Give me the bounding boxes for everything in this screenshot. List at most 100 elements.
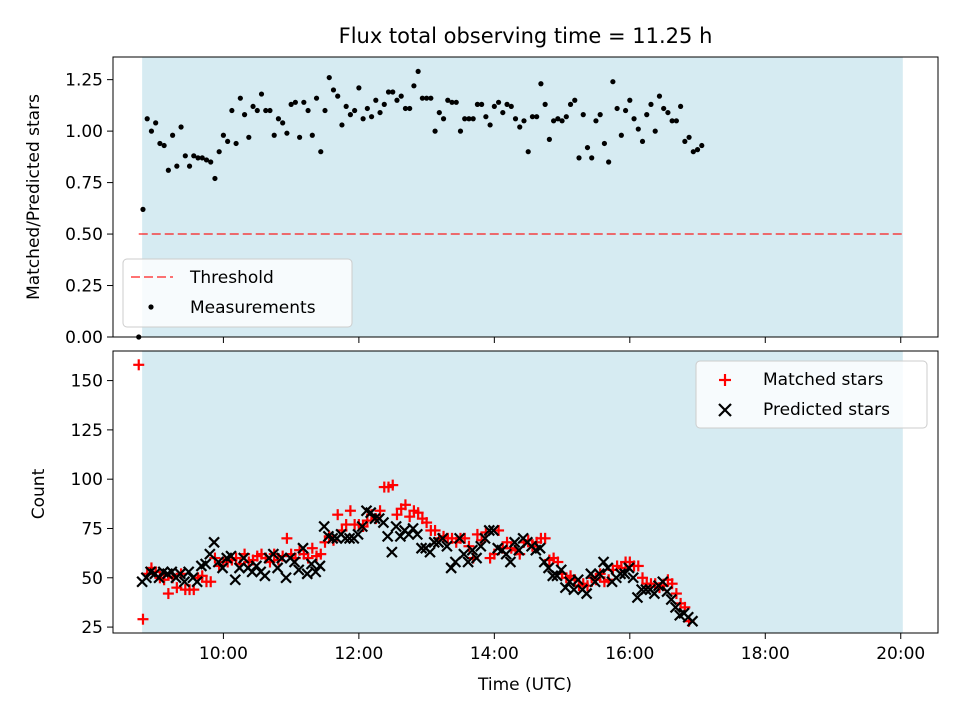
predicted-star-point — [534, 542, 546, 554]
chart-title: Flux total observing time = 11.25 h — [339, 24, 713, 48]
measurement-point — [627, 97, 633, 103]
predicted-star-point — [191, 575, 203, 588]
measurement-point — [445, 97, 451, 103]
predicted-star-point — [165, 566, 178, 578]
measurement-point — [639, 138, 646, 145]
matched-star-point — [205, 576, 217, 588]
predicted-star-point — [276, 552, 288, 564]
predicted-star-point — [572, 573, 584, 586]
measurement-point — [462, 116, 468, 122]
measurement-point — [254, 107, 260, 114]
matched-legend-label: Matched stars — [763, 370, 883, 390]
measurement-point — [402, 105, 409, 112]
predicted-star-point — [271, 562, 284, 574]
measurement-point — [165, 167, 171, 173]
top-y-tick-label: 0.25 — [65, 277, 103, 297]
measurement-point — [669, 118, 675, 124]
predicted-star-point — [407, 522, 419, 535]
predicted-star-point — [635, 583, 648, 596]
predicted-star-point — [381, 530, 394, 543]
predicted-star-point — [508, 536, 521, 549]
predicted-star-point — [538, 556, 551, 568]
x-tick-label: 14:00 — [470, 644, 519, 664]
predicted-star-point — [394, 530, 407, 543]
measurement-point — [208, 159, 214, 165]
measurement-point — [174, 163, 180, 169]
matched-star-point — [171, 582, 183, 594]
measurement-point — [470, 116, 476, 122]
measurement-point — [335, 93, 341, 99]
measurement-point — [614, 105, 620, 112]
measurement-point — [589, 155, 595, 161]
measurement-point — [415, 68, 421, 75]
measurement-point — [301, 99, 307, 105]
bottom-y-axis: 25 50 75 100 125 150 — [71, 372, 113, 638]
measurement-point — [479, 101, 485, 107]
measurement-point — [644, 112, 650, 118]
measurement-point — [631, 116, 637, 122]
matched-star-point — [670, 588, 682, 600]
matched-star-point — [162, 588, 174, 600]
measurement-point — [352, 107, 358, 114]
measurement-point — [648, 101, 654, 107]
measurement-point — [225, 138, 231, 145]
predicted-star-point — [386, 546, 398, 558]
measurement-point — [529, 114, 536, 120]
bottom-y-tick-label: 100 — [71, 470, 103, 490]
predicted-star-point — [627, 572, 639, 584]
predicted-star-point — [343, 532, 356, 545]
predicted-star-point — [140, 572, 153, 584]
predicted-star-point — [555, 564, 568, 576]
measurement-point — [699, 142, 705, 149]
measurement-point — [157, 140, 163, 147]
measurement-point — [368, 114, 375, 120]
measurement-point — [199, 155, 205, 161]
measurement-point — [504, 101, 510, 107]
matched-star-point — [412, 507, 424, 519]
measurement-point — [203, 157, 210, 163]
measurement-point — [148, 128, 155, 134]
predicted-star-point — [597, 556, 610, 568]
predicted-star-point — [614, 568, 627, 580]
measurement-point — [220, 132, 227, 138]
bottom-panel: 25 50 75 100 125 150 10:00 12:00 14:00 16:00 18:0… — [29, 350, 939, 695]
matched-star-point — [637, 572, 649, 584]
predicted-star-point — [318, 520, 330, 533]
measurement-point — [440, 116, 447, 122]
matched-star-point — [539, 532, 551, 544]
predicted-star-point — [623, 562, 635, 574]
measurement-point — [555, 116, 561, 122]
matched-star-point — [344, 505, 356, 517]
predicted-star-point — [259, 570, 271, 582]
predicted-legend-swatch — [718, 403, 732, 417]
measurement-point — [144, 116, 150, 122]
measurement-point — [584, 144, 591, 151]
measurement-point — [212, 175, 218, 182]
measurement-point — [682, 138, 688, 145]
predicted-star-point — [339, 532, 352, 545]
bottom-y-tick-label: 125 — [71, 421, 103, 441]
top-y-tick-label: 0.75 — [65, 174, 103, 194]
predicted-star-point — [475, 540, 487, 553]
measurement-point — [567, 101, 574, 107]
top-y-axis-label: Matched/Predicted stars — [24, 94, 44, 300]
measurement-point — [292, 99, 298, 105]
measurement-point — [610, 79, 616, 85]
measurement-point — [297, 134, 303, 140]
matched-star-point — [429, 524, 441, 536]
measurement-point — [237, 95, 243, 101]
measurement-point — [428, 95, 434, 101]
predicted-star-point — [411, 528, 424, 541]
measurement-point — [250, 103, 256, 110]
matched-star-point — [632, 560, 644, 572]
matched-star-point — [137, 613, 149, 625]
measurement-point — [153, 120, 159, 126]
measurement-point — [330, 87, 337, 93]
measurement-point — [170, 132, 176, 138]
measurement-point — [508, 103, 514, 110]
predicted-star-point — [462, 556, 474, 568]
predicted-star-point — [326, 532, 339, 545]
measurement-point — [288, 101, 294, 107]
measurement-point — [178, 124, 184, 130]
top-axes-frame — [112, 56, 939, 338]
